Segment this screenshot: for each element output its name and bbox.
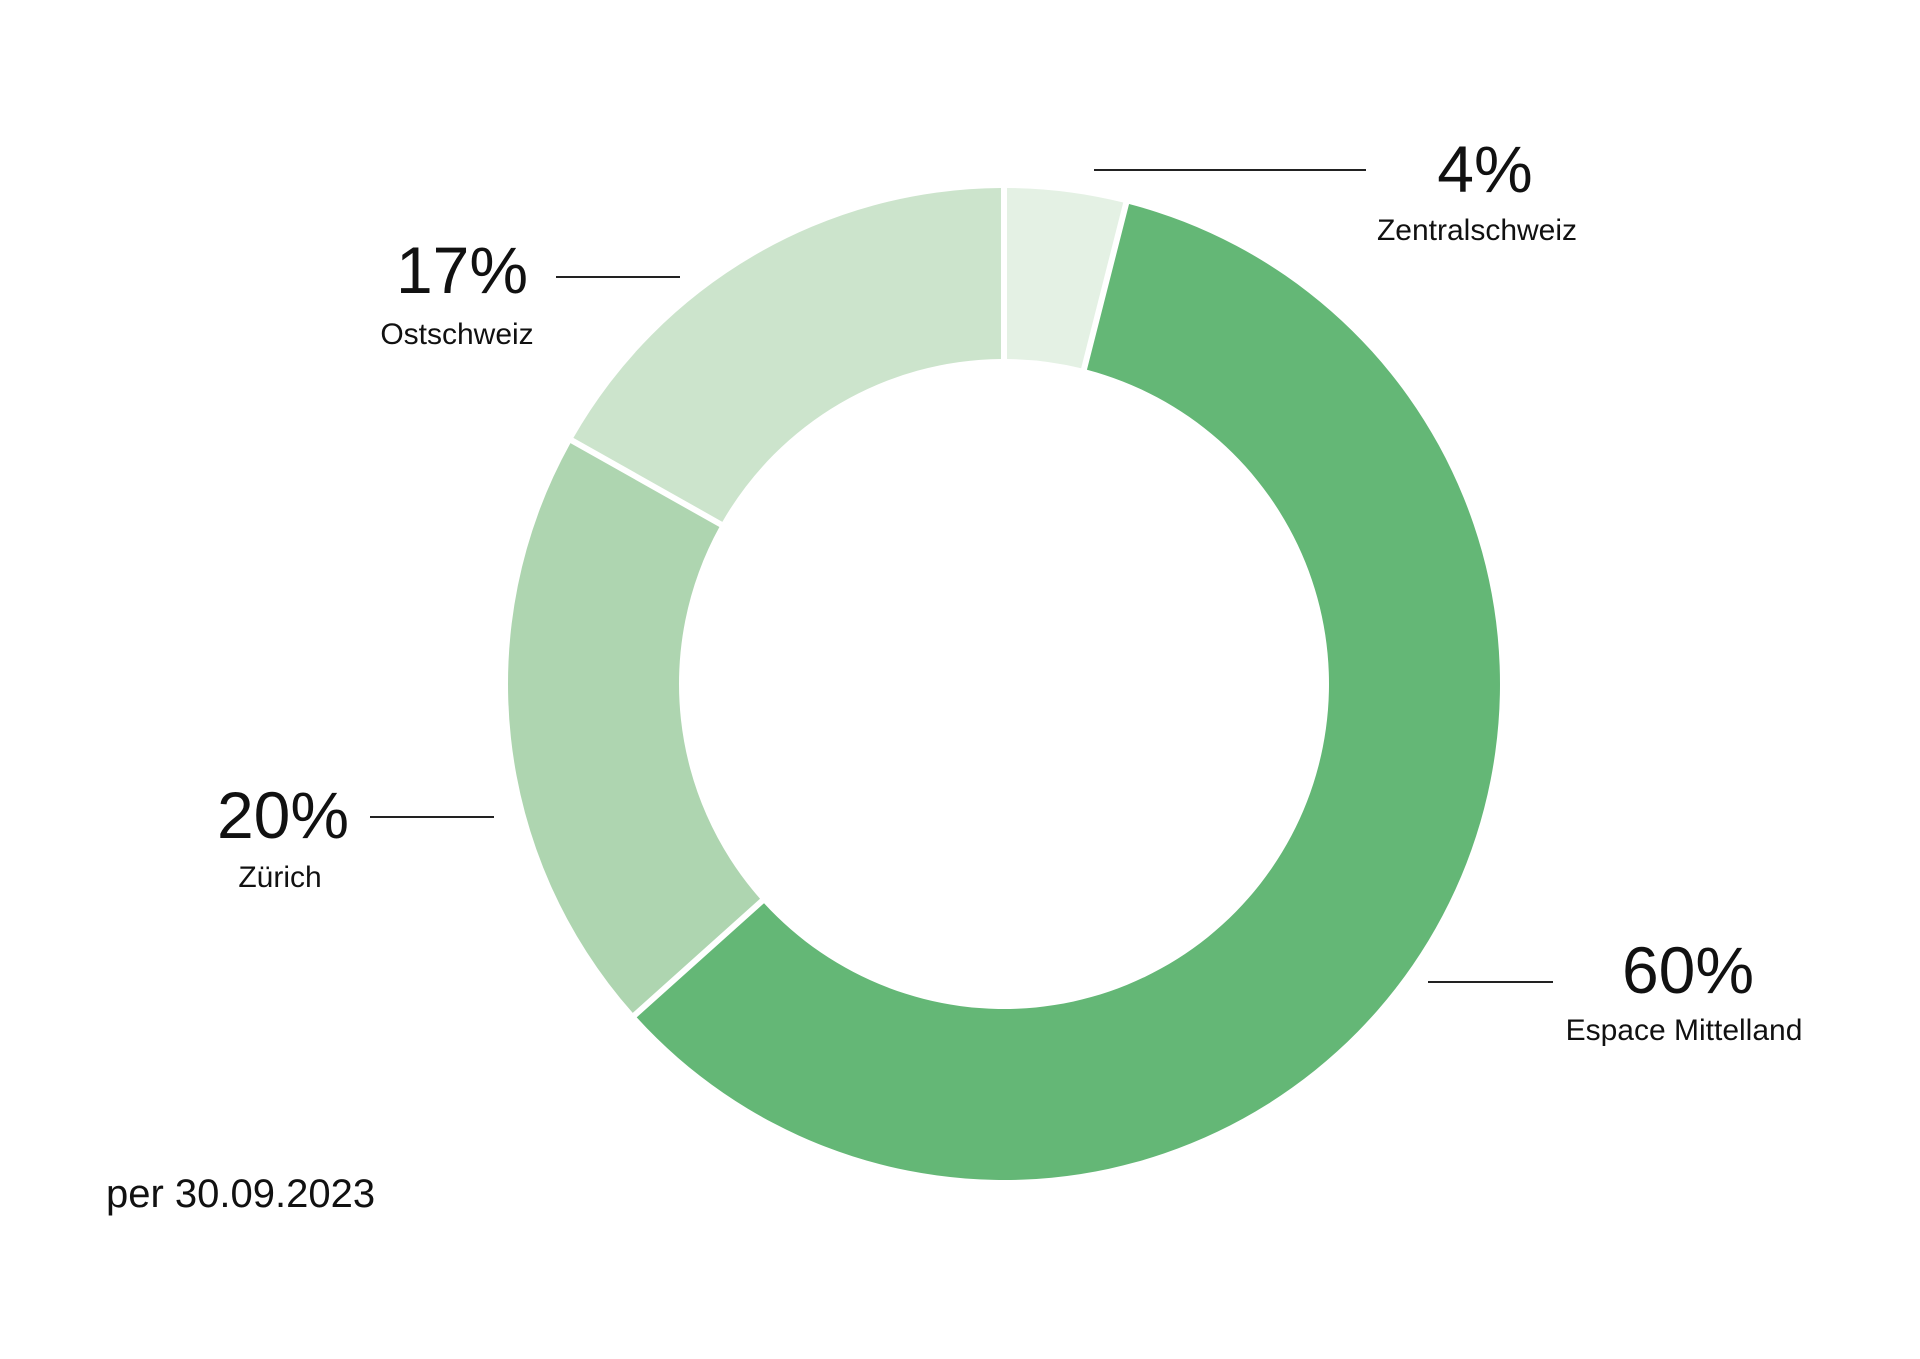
region-label-zurich: Zürich bbox=[238, 861, 321, 894]
as-of-date-footnote: per 30.09.2023 bbox=[106, 1172, 376, 1216]
percent-label-ostschweiz: 17% bbox=[396, 233, 528, 307]
percent-label-zurich: 20% bbox=[217, 778, 349, 852]
percent-label-espace-mittelland: 60% bbox=[1622, 933, 1754, 1007]
slice-espace-mittelland bbox=[636, 204, 1500, 1180]
donut-slices bbox=[508, 188, 1500, 1180]
slice-ostschweiz bbox=[573, 188, 1001, 522]
region-label-ostschweiz: Ostschweiz bbox=[380, 318, 533, 351]
slice-zurich bbox=[508, 443, 761, 1013]
percent-label-zentralschweiz: 4% bbox=[1437, 132, 1532, 206]
region-label-zentralschweiz: Zentralschweiz bbox=[1377, 214, 1577, 247]
region-label-espace-mittelland: Espace Mittelland bbox=[1566, 1014, 1803, 1047]
slice-labels: 4% Zentralschweiz 60% Espace Mittelland 20% Z… bbox=[217, 132, 1802, 1047]
slice-zentralschweiz bbox=[1007, 188, 1124, 369]
leader-lines bbox=[370, 169, 1553, 983]
